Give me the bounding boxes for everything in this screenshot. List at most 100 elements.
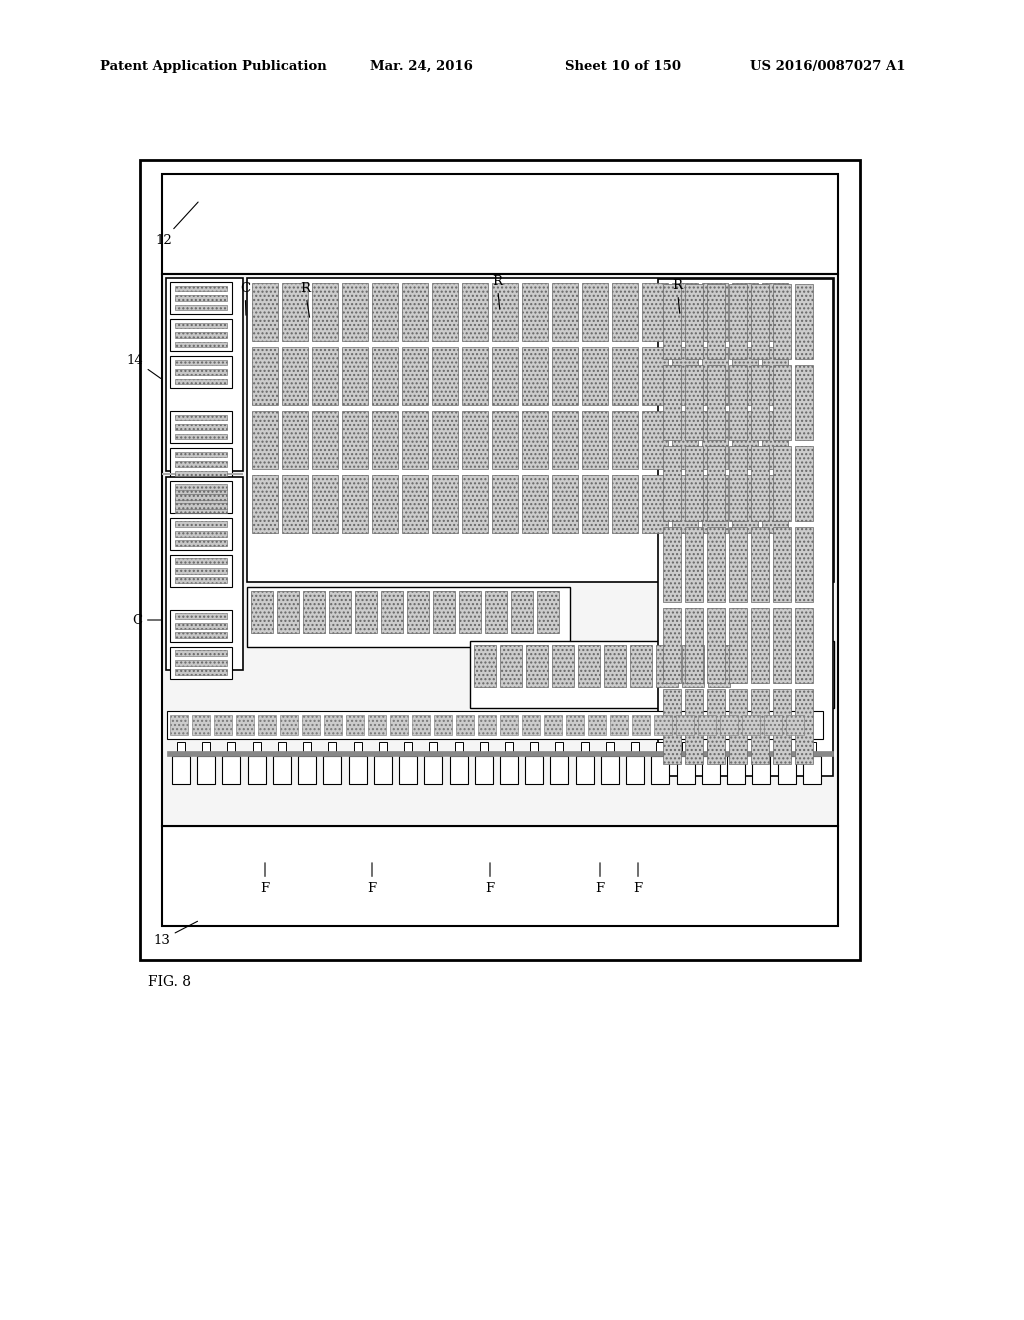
Bar [455,742,463,756]
Bar [355,590,377,632]
Bar [582,411,608,469]
Bar [663,609,681,682]
Bar [762,347,788,405]
Bar [175,451,227,458]
Bar [324,715,342,735]
Bar [522,347,548,405]
Bar [685,366,703,440]
Bar [732,742,740,756]
Bar [642,475,668,533]
Bar [544,715,562,735]
Bar [172,756,190,784]
Bar [252,282,278,341]
Bar [346,715,364,735]
Bar [672,282,698,341]
Bar [582,282,608,341]
Bar [698,715,716,735]
Bar [236,715,254,735]
Bar [175,498,227,504]
Bar [175,508,227,513]
Bar [368,715,386,735]
Bar [402,347,428,405]
Bar [492,475,518,533]
Bar [278,590,299,632]
Bar [480,742,487,756]
Bar [273,756,291,784]
Bar [298,756,316,784]
Bar [170,411,232,444]
Bar [170,554,232,586]
Bar [708,645,730,688]
Bar [685,527,703,602]
Bar [677,756,694,784]
Bar [672,411,698,469]
Bar [248,756,265,784]
Bar [751,446,769,521]
Bar [795,366,813,440]
Bar [170,610,232,642]
Bar [175,461,227,467]
Bar [500,645,522,688]
Text: C: C [240,282,250,315]
Bar [579,645,600,688]
Bar [762,282,788,341]
Bar [773,689,791,764]
Bar [456,715,474,735]
Bar [773,527,791,602]
Bar [280,715,298,735]
Bar [175,322,227,329]
Bar [751,609,769,682]
Bar [175,296,227,301]
Bar [175,577,227,583]
Bar [663,446,681,521]
Bar [247,279,834,582]
Bar [786,715,804,735]
Text: Sheet 10 of 150: Sheet 10 of 150 [565,59,681,73]
Bar [175,494,227,499]
Bar [552,645,574,688]
Bar [522,715,540,735]
Bar [175,632,227,638]
Bar [575,756,594,784]
Bar [252,475,278,533]
Bar [329,742,337,756]
Bar [432,475,458,533]
Bar [492,282,518,341]
Bar [433,590,455,632]
Bar [170,517,232,549]
Text: 14: 14 [126,354,161,379]
Bar [175,669,227,675]
Bar [732,347,758,405]
Bar [685,609,703,682]
Bar [175,285,227,292]
Bar [175,651,227,656]
Bar [672,347,698,405]
Bar [610,715,628,735]
Bar [462,475,488,533]
Bar [424,756,442,784]
Bar [162,174,838,275]
Text: F: F [595,863,604,895]
Bar [604,645,626,688]
Bar [379,742,387,756]
Bar [753,756,770,784]
Bar [475,756,493,784]
Bar [492,411,518,469]
Bar [729,689,746,764]
Bar [170,647,232,678]
Bar [729,527,746,602]
Bar [537,590,559,632]
Bar [707,689,725,764]
Bar [450,756,468,784]
Bar [566,715,584,735]
Bar [177,742,185,756]
Bar [762,475,788,533]
Bar [462,347,488,405]
Text: Mar. 24, 2016: Mar. 24, 2016 [370,59,473,73]
Bar [432,411,458,469]
Bar [500,756,518,784]
Text: R: R [492,275,502,309]
Bar [606,742,614,756]
Bar [312,475,338,533]
Bar [795,609,813,682]
